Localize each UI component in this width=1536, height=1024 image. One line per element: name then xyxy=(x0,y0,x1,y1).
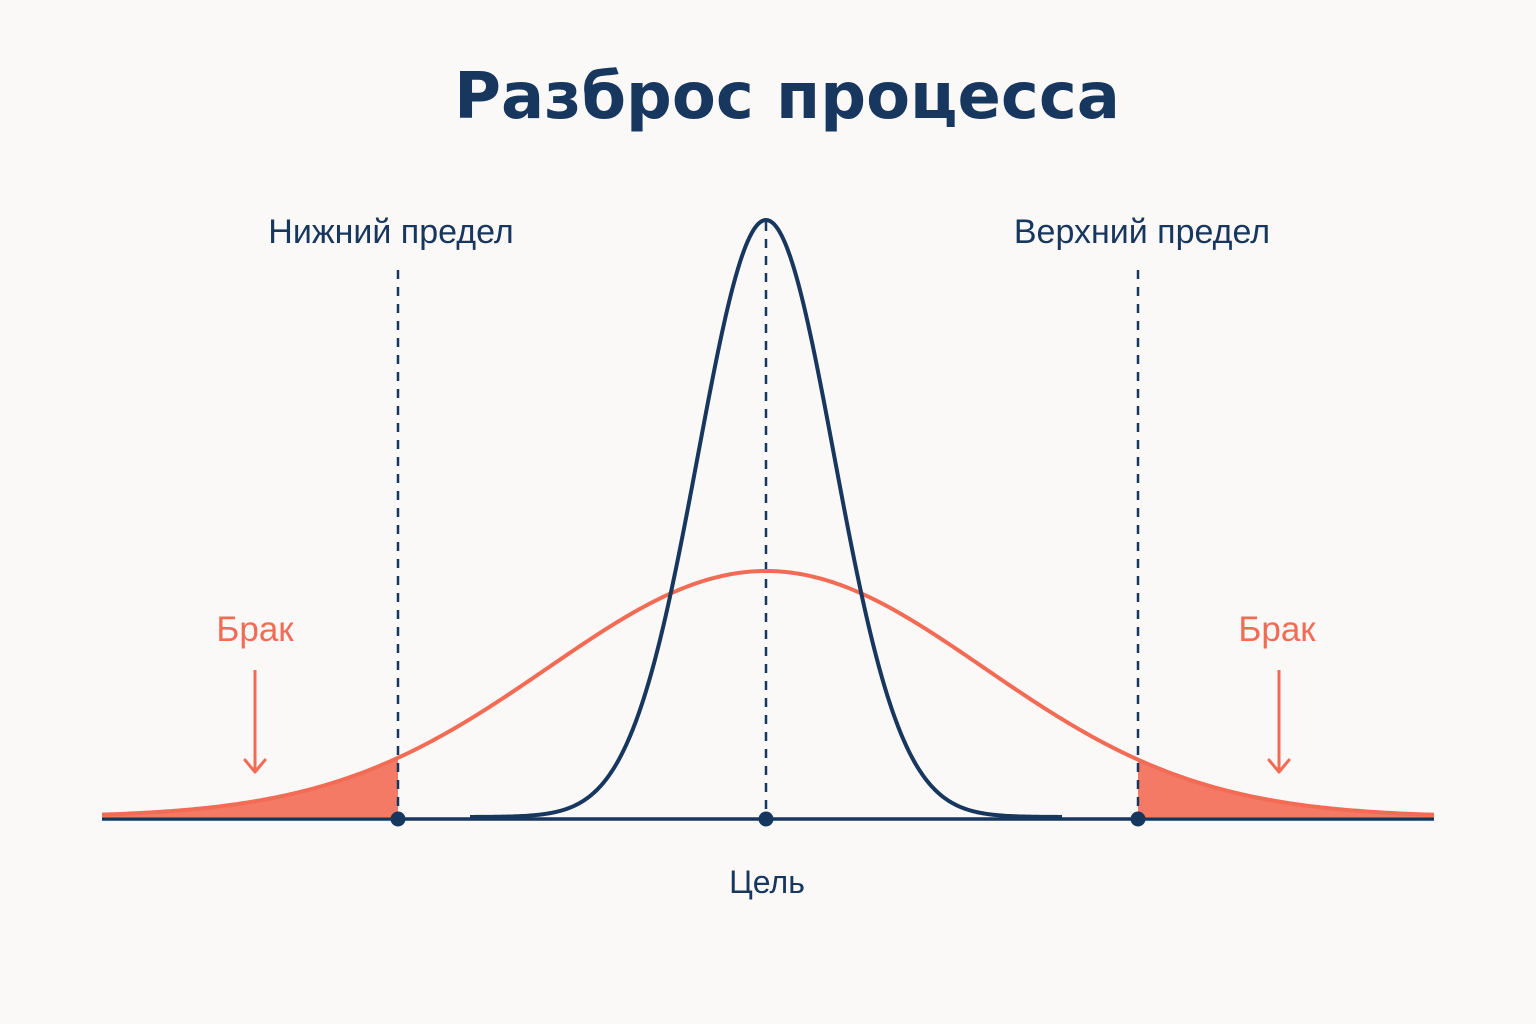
defect-area-right xyxy=(1138,759,1434,817)
target-label: Цель xyxy=(729,864,805,900)
upper-limit-marker xyxy=(1130,811,1146,827)
defect-area-left xyxy=(102,757,398,817)
defect-label-left: Брак xyxy=(216,610,294,649)
diagram-title: Разброс процесса xyxy=(454,60,1120,134)
lower-limit-label: Нижний предел xyxy=(268,213,513,251)
upper-limit-label: Верхний предел xyxy=(1014,213,1270,251)
target-marker xyxy=(758,811,774,827)
defect-label-right: Брак xyxy=(1238,610,1316,649)
wide-distribution-curve xyxy=(101,569,1435,817)
lower-limit-marker xyxy=(390,811,406,827)
defect-arrow-right-icon xyxy=(1267,670,1291,774)
defect-arrow-left-icon xyxy=(243,670,267,774)
narrow-distribution-curve xyxy=(470,218,1062,819)
